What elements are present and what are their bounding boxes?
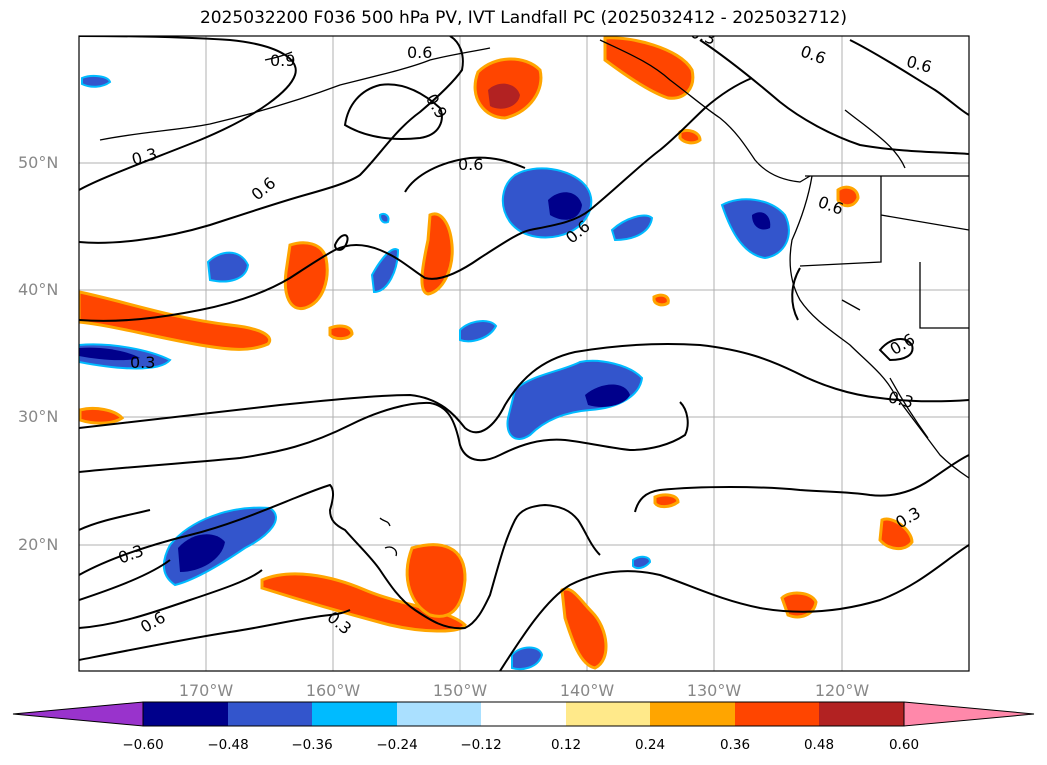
anomaly-negative [511,646,544,671]
colorbar-tick-label: 0.24 [634,737,666,753]
contour-label: 0.3 [130,353,155,372]
colorbar-segment [735,702,819,726]
lon-label: 140°W [559,681,615,700]
colorbar-tick-label: −0.60 [122,737,164,753]
anomaly-positive [79,406,125,425]
positive-anomalies [79,36,914,670]
colorbar-segment [566,702,650,726]
lon-label: 120°W [814,681,870,700]
map-frame [78,35,970,672]
anomaly-positive [878,517,914,550]
negative-anomalies [79,74,790,671]
colorbar-segment [650,702,735,726]
anomaly-negative [632,555,652,570]
lat-label: 50°N [18,153,59,172]
anomaly-negative-core [79,347,140,361]
contour-label: 0.3 [130,144,160,169]
contour-label: 0.6 [248,173,280,204]
anomaly-negative [610,214,654,242]
contour-label: 0.6 [407,43,432,62]
anomaly-negative [720,198,790,260]
contour-label: 0.9 [422,90,451,122]
colorbar [12,701,1035,727]
lat-label: 20°N [18,535,59,554]
colorbar-segment [819,702,904,726]
colorbar-tick-label: −0.12 [460,737,502,753]
anomaly-negative [506,359,644,440]
contour-label: 0.6 [137,607,169,636]
colorbar-segment [397,702,481,726]
colorbar-tick-label: 0.36 [719,737,751,753]
anomaly-negative [206,251,250,283]
lon-label: 160°W [305,681,361,700]
colorbar-extend-high [903,701,1035,727]
anomaly-negative [459,320,498,343]
coastlines [99,39,969,557]
colorbar-extend-low [12,701,144,727]
map-field: 0.9 0.6 0.9 0.6 0.6 0.3 0.6 0.6 0.6 0.6 … [79,36,969,671]
anomaly-negative-core [178,534,225,572]
anomaly-negative [370,248,400,294]
anomaly-positive [652,293,670,307]
contour-label: 0.6 [798,42,828,69]
lon-label: 170°W [178,681,234,700]
anomaly-negative-core [585,384,630,407]
anomaly-positive [653,493,680,509]
lat-label: 40°N [18,280,59,299]
colorbar-tick-label: −0.36 [291,737,333,753]
contour-label: 0.9 [270,51,295,70]
anomaly-positive [283,241,329,311]
lat-label: 30°N [18,407,59,426]
anomaly-positive [560,587,608,670]
anomaly-negative [378,212,390,224]
anomaly-positive [420,212,454,296]
anomaly-negative-core [548,192,582,220]
colorbar-tick-label: 0.48 [803,737,835,753]
anomaly-negative [81,74,112,88]
lon-label: 150°W [432,681,488,700]
anomaly-positive [780,591,818,619]
pv-contours [79,36,969,671]
anomaly-positive [603,36,695,100]
colorbar-tick-label: −0.48 [207,737,249,753]
colorbar-segment [481,702,566,726]
anomaly-positive [260,572,467,633]
colorbar-segment [312,702,397,726]
anomaly-positive [328,324,354,341]
contour-label: 0.3 [886,387,916,412]
colorbar-tick-label: 0.12 [550,737,582,753]
contour-label: 0.6 [887,330,919,359]
anomaly-positive [836,185,860,208]
lon-label: 130°W [686,681,742,700]
map-title: 2025032200 F036 500 hPa PV, IVT Landfall… [199,8,847,28]
contour-label: 0.6 [458,155,483,174]
colorbar-tick-label: −0.24 [376,737,418,753]
colorbar-segment [143,702,228,726]
gridlines [79,36,969,671]
anomaly-negative-core [752,212,771,230]
anomaly-positive [405,543,467,618]
anomaly-positive-core [488,83,520,109]
colorbar-tick-label: 0.60 [888,737,920,753]
anomaly-positive [678,128,702,145]
colorbar-segment [228,702,312,726]
anomaly-positive [79,290,272,351]
